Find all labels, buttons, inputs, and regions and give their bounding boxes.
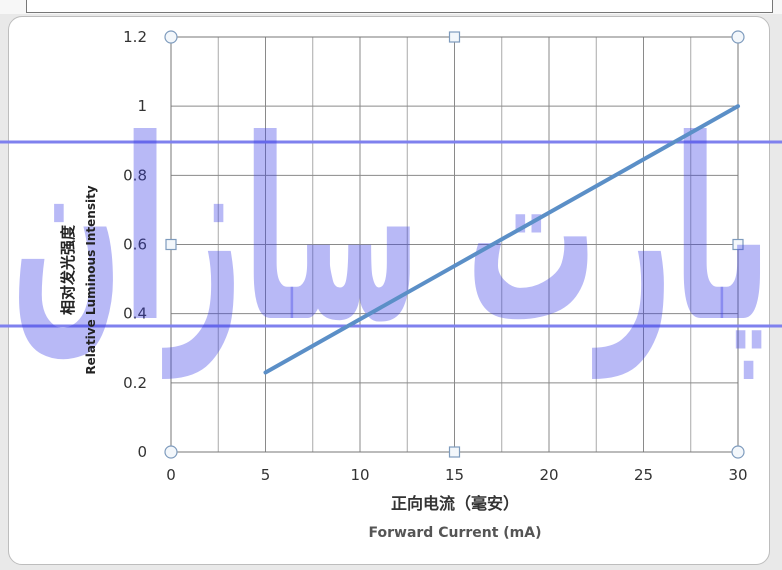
x-axis-title-en: Forward Current (mA) xyxy=(369,525,542,541)
resize-handle-side[interactable] xyxy=(732,238,744,251)
resize-handle-side[interactable] xyxy=(448,446,461,458)
x-tick-label: 0 xyxy=(166,466,176,484)
x-tick-label: 20 xyxy=(539,466,558,484)
x-tick-label: 5 xyxy=(261,466,271,484)
resize-handle-corner[interactable] xyxy=(164,445,178,459)
x-tick-label: 10 xyxy=(350,466,369,484)
resize-handle-side[interactable] xyxy=(165,238,177,251)
x-axis-ticks: 0 5 10 15 20 25 30 xyxy=(166,466,747,484)
series-line xyxy=(263,104,740,375)
y-tick-label: 0.6 xyxy=(123,236,147,254)
y-tick-label: 0 xyxy=(137,443,147,461)
previous-cell-box xyxy=(26,0,773,13)
y-tick-label: 0.4 xyxy=(123,305,147,323)
y-axis-title-cn: 相对发光强度 xyxy=(59,224,77,315)
x-tick-label: 30 xyxy=(728,466,747,484)
y-tick-label: 1 xyxy=(137,97,147,115)
resize-handle-side[interactable] xyxy=(448,31,461,43)
y-tick-label: 1.2 xyxy=(123,28,147,46)
x-axis-title-cn: 正向电流（毫安） xyxy=(391,494,519,513)
watermark: پارت سازان xyxy=(0,86,782,379)
selection-handles[interactable] xyxy=(164,30,745,459)
watermark-text: پارت سازان xyxy=(11,86,771,379)
y-tick-label: 0.2 xyxy=(123,374,147,392)
resize-handle-corner[interactable] xyxy=(164,30,178,44)
resize-handle-corner[interactable] xyxy=(731,445,745,459)
y-axis-ticks: 0 0.2 0.4 0.6 0.8 1 1.2 xyxy=(123,28,147,461)
resize-handle-corner[interactable] xyxy=(731,30,745,44)
x-tick-label: 15 xyxy=(445,466,464,484)
y-axis-title-en: Relative Luminous Intensity xyxy=(84,185,98,374)
series-group xyxy=(263,104,740,375)
y-tick-label: 0.8 xyxy=(123,166,147,184)
x-tick-label: 25 xyxy=(634,466,653,484)
